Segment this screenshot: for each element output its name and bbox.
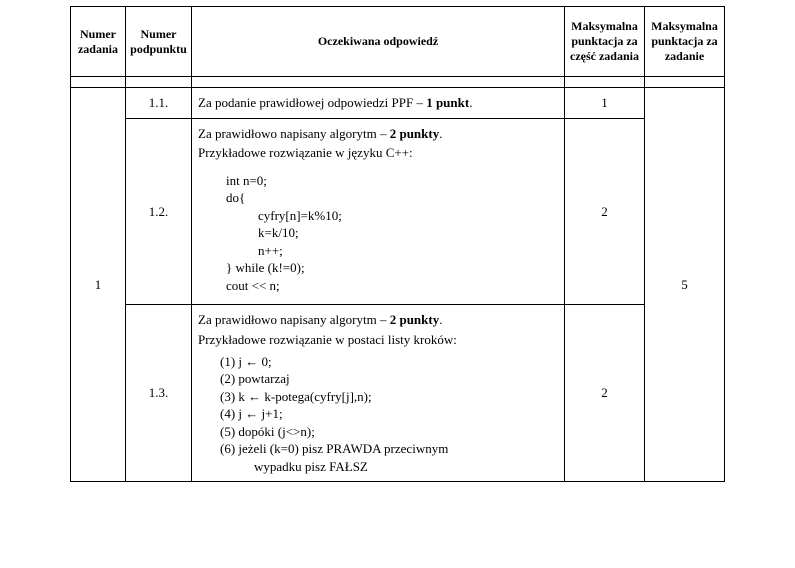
step-line: (5) dopóki (j<>n);	[198, 423, 558, 441]
answer-text-pre: Za prawidłowo napisany algorytm –	[198, 312, 390, 327]
task-number-cell: 1	[71, 88, 126, 482]
answer-cell: Za podanie prawidłowej odpowiedzi PPF – …	[192, 88, 565, 119]
header-spacer-row	[71, 77, 725, 88]
part-points-cell: 2	[565, 118, 645, 305]
code-line: do{	[198, 189, 558, 207]
col-expected-answer: Oczekiwana odpowiedź	[192, 7, 565, 77]
step-line: (1) j ← 0;	[198, 353, 558, 371]
answer-text-post: .	[439, 312, 442, 327]
total-points-cell: 5	[645, 88, 725, 482]
table-header-row: Numer zadania Numer podpunktu Oczekiwana…	[71, 7, 725, 77]
answer-text-pre: Za prawidłowo napisany algorytm –	[198, 126, 390, 141]
table-row: 1.3. Za prawidłowo napisany algorytm – 2…	[71, 305, 725, 482]
answer-cell: Za prawidłowo napisany algorytm – 2 punk…	[192, 305, 565, 482]
code-line: k=k/10;	[198, 224, 558, 242]
code-line: cyfry[n]=k%10;	[198, 207, 558, 225]
subtask-number-cell: 1.1.	[126, 88, 192, 119]
answer-cell: Za prawidłowo napisany algorytm – 2 punk…	[192, 118, 565, 305]
answer-subtext: Przykładowe rozwiązanie w postaci listy …	[198, 331, 558, 349]
subtask-number-cell: 1.3.	[126, 305, 192, 482]
col-part-points: Maksymalna punktacja za część zadania	[565, 7, 645, 77]
table-row: 1 1.1. Za podanie prawidłowej odpowiedzi…	[71, 88, 725, 119]
part-points-cell: 2	[565, 305, 645, 482]
step-line: wypadku pisz FAŁSZ	[198, 458, 558, 476]
code-line: n++;	[198, 242, 558, 260]
part-points-cell: 1	[565, 88, 645, 119]
subtask-number-cell: 1.2.	[126, 118, 192, 305]
step-line: (6) jeżeli (k=0) pisz PRAWDA przeciwnym	[198, 440, 558, 458]
code-line: cout << n;	[198, 277, 558, 295]
answer-text-pre: Za podanie prawidłowej odpowiedzi PPF –	[198, 95, 426, 110]
table-row: 1.2. Za prawidłowo napisany algorytm – 2…	[71, 118, 725, 305]
code-line: } while (k!=0);	[198, 259, 558, 277]
step-line: (4) j ← j+1;	[198, 405, 558, 423]
col-subtask-number: Numer podpunktu	[126, 7, 192, 77]
answer-text-bold: 2 punkty	[390, 126, 440, 141]
grading-table: Numer zadania Numer podpunktu Oczekiwana…	[70, 6, 725, 482]
answer-subtext: Przykładowe rozwiązanie w języku C++:	[198, 144, 558, 162]
code-line: int n=0;	[198, 172, 558, 190]
answer-text-bold: 1 punkt	[426, 95, 469, 110]
answer-text-bold: 2 punkty	[390, 312, 440, 327]
answer-text-post: .	[469, 95, 472, 110]
answer-text-post: .	[439, 126, 442, 141]
step-line: (2) powtarzaj	[198, 370, 558, 388]
col-total-points: Maksymalna punktacja za zadanie	[645, 7, 725, 77]
step-line: (3) k ← k-potega(cyfry[j],n);	[198, 388, 558, 406]
col-task-number: Numer zadania	[71, 7, 126, 77]
